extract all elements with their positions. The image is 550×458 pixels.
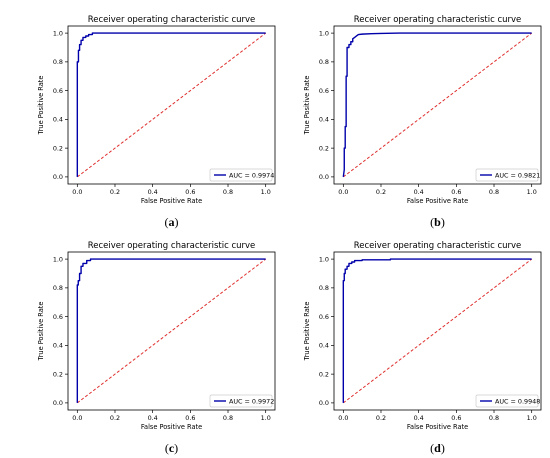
x-tick-label: 1.0 [527, 188, 537, 196]
y-tick-label: 0.6 [53, 313, 63, 321]
legend-label: AUC = 0.9974 [229, 171, 274, 179]
x-tick-label: 0.2 [376, 188, 386, 196]
legend: AUC = 0.9974 [209, 168, 274, 182]
y-tick-label: 0.4 [319, 116, 329, 124]
x-tick-label: 1.0 [261, 188, 271, 196]
panel-caption: (c) [165, 441, 178, 455]
x-tick-label: 0.0 [338, 188, 348, 196]
chance-line [77, 32, 266, 178]
x-tick-label: 0.4 [148, 188, 158, 196]
y-tick-label: 1.0 [319, 255, 329, 263]
legend: AUC = 0.9972 [209, 394, 274, 408]
panel-caption-letter: b [434, 215, 441, 229]
roc-curve [342, 258, 532, 403]
chart-title: Receiver operating characteristic curve [354, 15, 522, 25]
y-tick-label: 0.0 [319, 173, 329, 181]
y-tick-label: 0.2 [319, 144, 329, 152]
legend-box [475, 168, 539, 182]
x-tick-label: 0.8 [489, 188, 499, 196]
roc-panel-1: Receiver operating characteristic curve 0… [37, 15, 276, 229]
panel-caption-letter: d [434, 441, 441, 455]
x-tick-label: 0.6 [451, 414, 461, 422]
x-tick-label: 1.0 [527, 414, 537, 422]
y-tick-label: 1.0 [53, 29, 63, 37]
chart-title: Receiver operating characteristic curve [354, 241, 522, 251]
x-tick-label: 0.8 [223, 188, 233, 196]
x-tick-label: 0.0 [72, 188, 82, 196]
roc-curve [76, 32, 266, 177]
legend: AUC = 0.9948 [475, 394, 540, 408]
y-tick-label: 0.4 [319, 342, 329, 350]
y-tick-label: 0.6 [319, 87, 329, 95]
panel-caption: (b) [430, 215, 445, 229]
y-tick-label: 0.8 [319, 58, 329, 66]
y-tick-label: 0.4 [53, 342, 63, 350]
legend-box [209, 168, 273, 182]
y-tick-label: 1.0 [53, 255, 63, 263]
panel-caption-letter: a [169, 215, 175, 229]
roc-panel-2: Receiver operating characteristic curve 0… [303, 15, 542, 229]
x-tick-label: 0.2 [110, 188, 120, 196]
y-tick-label: 0.0 [319, 399, 329, 407]
chance-line [343, 258, 532, 404]
panel-caption: (d) [430, 441, 445, 455]
y-tick-label: 1.0 [319, 29, 329, 37]
chance-line [343, 32, 532, 178]
legend: AUC = 0.9821 [475, 168, 540, 182]
roc-panel-4: Receiver operating characteristic curve 0… [303, 241, 542, 455]
y-tick-label: 0.2 [319, 370, 329, 378]
x-tick-label: 0.0 [338, 414, 348, 422]
y-tick-label: 0.8 [319, 284, 329, 292]
y-tick-label: 0.4 [53, 116, 63, 124]
legend-box [209, 394, 273, 408]
y-tick-label: 0.2 [53, 144, 63, 152]
x-tick-label: 0.8 [223, 414, 233, 422]
y-tick-label: 0.0 [53, 173, 63, 181]
y-tick-label: 0.0 [53, 399, 63, 407]
y-axis-label: True Positive Rate [37, 76, 45, 136]
y-axis-label: True Positive Rate [303, 76, 311, 136]
x-tick-label: 0.2 [376, 414, 386, 422]
y-tick-label: 0.6 [53, 87, 63, 95]
x-tick-label: 0.4 [414, 414, 424, 422]
chart-title: Receiver operating characteristic curve [88, 15, 256, 25]
x-tick-label: 0.0 [72, 414, 82, 422]
y-axis-label: True Positive Rate [37, 302, 45, 362]
legend-box [475, 394, 539, 408]
x-tick-label: 0.6 [185, 188, 195, 196]
x-tick-label: 0.8 [489, 414, 499, 422]
x-axis-label: False Positive Rate [407, 197, 468, 205]
x-tick-label: 0.6 [451, 188, 461, 196]
y-tick-label: 0.2 [53, 370, 63, 378]
x-tick-label: 0.2 [110, 414, 120, 422]
y-tick-label: 0.8 [53, 284, 63, 292]
y-tick-label: 0.6 [319, 313, 329, 321]
x-axis-label: False Positive Rate [141, 423, 202, 431]
y-tick-label: 0.8 [53, 58, 63, 66]
x-tick-label: 0.6 [185, 414, 195, 422]
x-axis-label: False Positive Rate [407, 423, 468, 431]
roc-curve [342, 32, 532, 177]
legend-label: AUC = 0.9972 [229, 397, 274, 405]
legend-label: AUC = 0.9821 [495, 171, 540, 179]
legend-label: AUC = 0.9948 [495, 397, 540, 405]
x-tick-label: 0.4 [414, 188, 424, 196]
y-axis-label: True Positive Rate [303, 302, 311, 362]
x-tick-label: 0.4 [148, 414, 158, 422]
panel-caption: (a) [165, 215, 179, 229]
x-tick-label: 1.0 [261, 414, 271, 422]
roc-panel-3: Receiver operating characteristic curve 0… [37, 241, 276, 455]
chart-title: Receiver operating characteristic curve [88, 241, 256, 251]
roc-curve [76, 258, 266, 403]
x-axis-label: False Positive Rate [141, 197, 202, 205]
chance-line [77, 258, 266, 404]
panel-caption-letter: c [169, 441, 175, 455]
